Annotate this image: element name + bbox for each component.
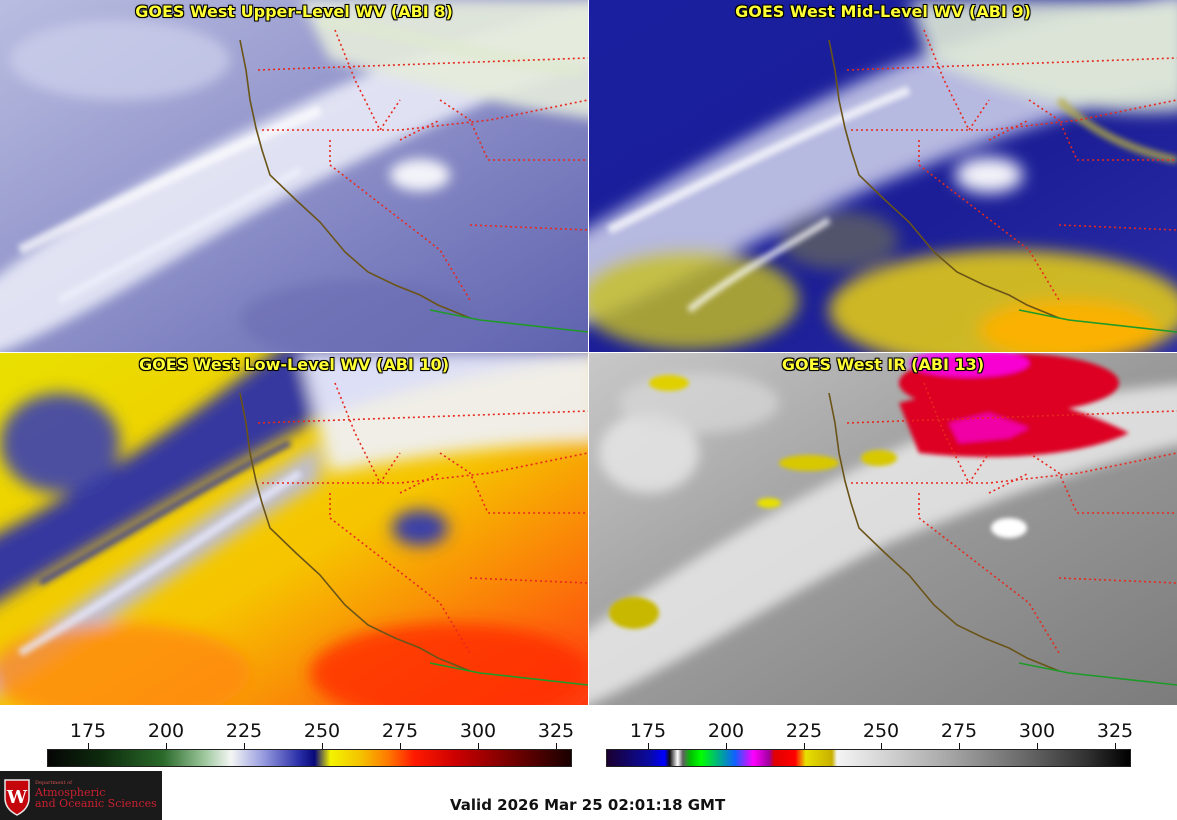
- tick-mark: [556, 743, 557, 749]
- ir-colorbar: 175 200 225 250 275 300 325: [589, 706, 1177, 770]
- panel-upper-level-wv: GOES West Upper-Level WV (ABI 8): [0, 0, 588, 352]
- tick-label: 250: [303, 720, 341, 742]
- mid-level-wv-image: [589, 0, 1177, 352]
- tick-label: 200: [147, 720, 185, 742]
- tick-mark: [1037, 743, 1038, 749]
- tick-label: 250: [862, 720, 900, 742]
- state-borders: [846, 29, 1177, 301]
- tick-mark: [648, 743, 649, 749]
- tick-label: 200: [707, 720, 745, 742]
- us-mexico-border: [429, 662, 588, 686]
- tick-mark: [959, 743, 960, 749]
- tick-label: 325: [537, 720, 575, 742]
- tick-label: 300: [1018, 720, 1056, 742]
- coastline: [828, 39, 1060, 319]
- state-borders: [257, 382, 588, 654]
- upper-level-wv-image: [0, 0, 588, 352]
- ir-image: [589, 353, 1177, 705]
- state-borders: [846, 382, 1177, 654]
- logo-line1: Atmospheric: [35, 785, 106, 799]
- panel-mid-level-wv: GOES West Mid-Level WV (ABI 9): [589, 0, 1177, 352]
- coastline: [239, 39, 471, 319]
- tick-mark: [1115, 743, 1116, 749]
- tick-label: 300: [459, 720, 497, 742]
- us-mexico-border: [1018, 662, 1177, 686]
- tick-label: 225: [225, 720, 263, 742]
- coastline: [239, 392, 471, 672]
- tick-mark: [244, 743, 245, 749]
- low-level-wv-image: [0, 353, 588, 705]
- tick-mark: [400, 743, 401, 749]
- tick-label: 175: [69, 720, 107, 742]
- tick-label: 225: [785, 720, 823, 742]
- coastline: [828, 392, 1060, 672]
- tick-mark: [726, 743, 727, 749]
- state-borders: [257, 29, 588, 301]
- uw-aos-logo: W Department of Atmospheric and Oceanic …: [0, 771, 162, 820]
- us-mexico-border: [429, 309, 588, 333]
- valid-time: Valid 2026 Mar 25 02:01:18 GMT: [450, 796, 726, 814]
- logo-dept: Department of: [35, 780, 72, 787]
- tick-label: 175: [629, 720, 667, 742]
- logo-line2: and Oceanic Sciences: [35, 797, 157, 811]
- tick-mark: [881, 743, 882, 749]
- uw-crest-icon: W: [4, 778, 30, 816]
- tick-mark: [804, 743, 805, 749]
- svg-text:W: W: [6, 787, 28, 808]
- tick-mark: [322, 743, 323, 749]
- panel-ir: GOES West IR (ABI 13): [589, 353, 1177, 705]
- wv-colorbar-gradient: [47, 749, 572, 767]
- tick-label: 275: [940, 720, 978, 742]
- us-mexico-border: [1018, 309, 1177, 333]
- wv-colorbar: 175 200 225 250 275 300 325: [0, 706, 588, 770]
- panel-low-level-wv: GOES West Low-Level WV (ABI 10): [0, 353, 588, 705]
- tick-mark: [88, 743, 89, 749]
- tick-label: 275: [381, 720, 419, 742]
- tick-label: 325: [1096, 720, 1134, 742]
- logo-text: Department of Atmospheric and Oceanic Sc…: [35, 780, 157, 811]
- tick-mark: [166, 743, 167, 749]
- tick-mark: [478, 743, 479, 749]
- ir-colorbar-gradient: [606, 749, 1131, 767]
